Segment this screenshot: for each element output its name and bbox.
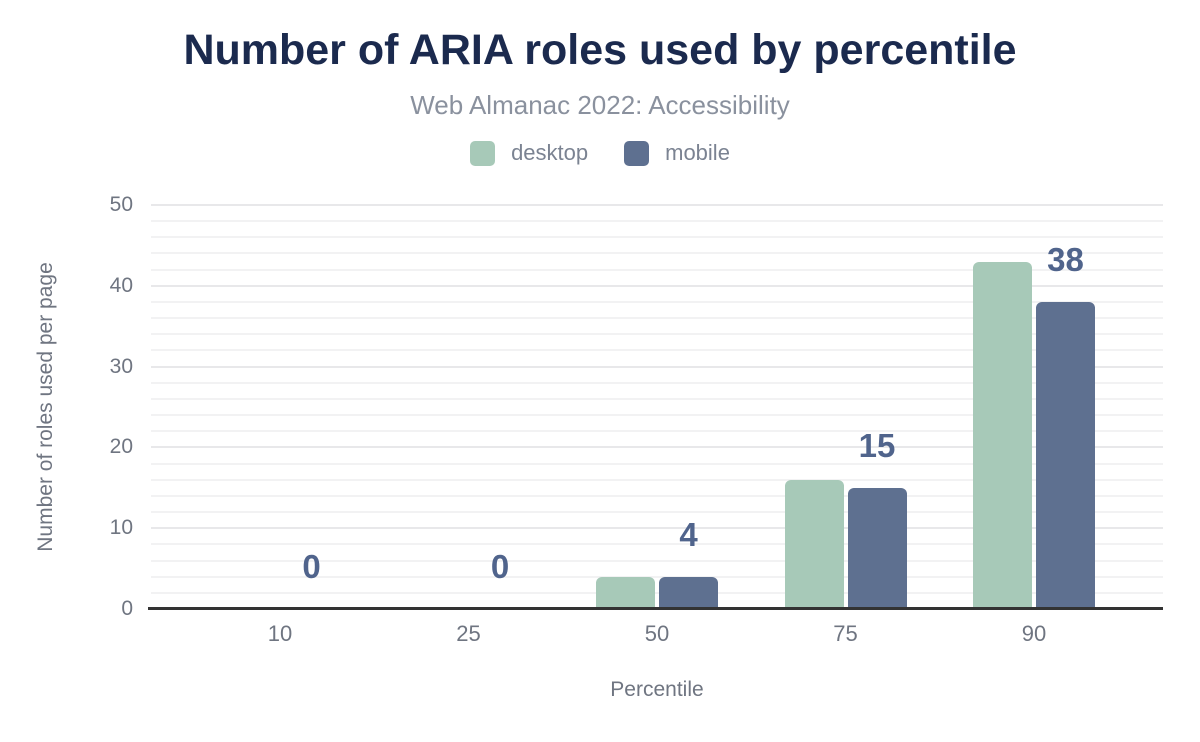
- legend-item-mobile[interactable]: mobile: [624, 140, 730, 166]
- gridline: [151, 575, 1163, 578]
- gridline: [151, 397, 1163, 400]
- chart-title: Number of ARIA roles used by percentile: [183, 26, 1017, 74]
- mobile-swatch-icon: [624, 140, 650, 166]
- gridline: [151, 236, 1163, 239]
- x-tick-50: 50: [644, 621, 670, 646]
- value-label-75: 15: [858, 426, 896, 464]
- gridline: [151, 591, 1163, 594]
- bar-mobile-90: [1036, 301, 1095, 609]
- value-label-90: 38: [1047, 240, 1084, 278]
- bar-desktop-75: [784, 479, 844, 609]
- y-tick-10: 10: [109, 516, 133, 540]
- gridline: [151, 527, 1163, 530]
- gridline: [151, 559, 1163, 562]
- plot-area: 0 10 20 30 40 50 0 10 0 25 4 50 15 75 38 90: [110, 193, 1163, 646]
- y-tick-30: 30: [109, 354, 133, 378]
- gridline: [151, 446, 1163, 449]
- value-label-10: 0: [302, 548, 321, 585]
- gridline: [151, 365, 1163, 368]
- x-tick-75: 75: [833, 621, 858, 646]
- y-tick-40: 40: [109, 273, 133, 297]
- gridline: [151, 543, 1163, 546]
- gridline: [151, 252, 1163, 255]
- desktop-swatch-icon: [470, 140, 496, 166]
- bar-desktop-90: [973, 261, 1032, 609]
- legend-label-mobile: mobile: [665, 140, 730, 165]
- gridline: [151, 284, 1163, 287]
- gridline: [151, 349, 1163, 352]
- x-tick-25: 25: [456, 621, 481, 646]
- y-axis-title: Number of roles used per page: [34, 262, 57, 552]
- x-tick-10: 10: [267, 621, 293, 646]
- y-tick-50: 50: [109, 193, 133, 216]
- y-tick-0: 0: [121, 597, 133, 620]
- chart-subtitle: Web Almanac 2022: Accessibility: [410, 90, 790, 120]
- legend-item-desktop[interactable]: desktop: [470, 140, 588, 166]
- gridline: [151, 268, 1163, 271]
- gridline: [151, 462, 1163, 465]
- gridline: [151, 317, 1163, 320]
- bar-mobile-75: [847, 487, 907, 609]
- gridline: [151, 511, 1163, 514]
- bar-mobile-50: [659, 576, 718, 609]
- value-label-25: 0: [490, 548, 510, 585]
- legend: desktop mobile: [0, 140, 1200, 166]
- y-tick-20: 20: [109, 435, 133, 459]
- gridline: [151, 381, 1163, 384]
- x-axis-line: [148, 607, 1163, 610]
- gridline: [151, 494, 1163, 497]
- value-label-50: 4: [679, 515, 698, 553]
- gridline: [151, 333, 1163, 336]
- gridline: [151, 220, 1163, 223]
- gridline: [151, 478, 1163, 481]
- gridline: [151, 414, 1163, 417]
- legend-label-desktop: desktop: [511, 140, 589, 165]
- gridline: [151, 430, 1163, 433]
- gridline: [151, 204, 1163, 206]
- x-tick-90: 90: [1021, 621, 1047, 646]
- x-axis-title: Percentile: [610, 678, 704, 701]
- bar-desktop-50: [596, 576, 655, 609]
- gridline: [151, 300, 1163, 303]
